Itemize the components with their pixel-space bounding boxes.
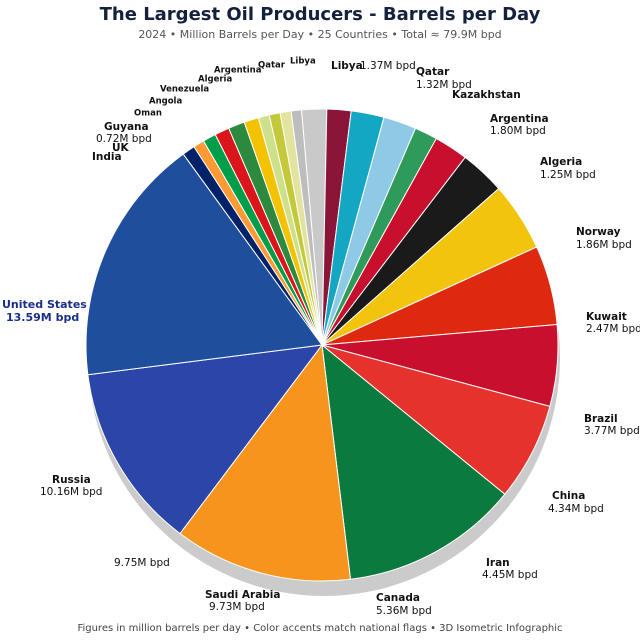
slice-label: Russia: [52, 474, 91, 486]
slice-label: United States: [2, 298, 87, 311]
slice-label: Algeria: [198, 75, 232, 85]
slice-label: China: [552, 490, 585, 502]
slice-label: Saudi Arabia: [205, 589, 280, 601]
slice-label: Algeria: [540, 156, 582, 168]
slice-label: Qatar: [258, 61, 286, 71]
slice-label: Oman: [134, 109, 162, 119]
pie-slice: [85, 153, 323, 376]
slice-label: Qatar: [416, 66, 450, 78]
value-label: 13.59M bpd: [6, 311, 79, 324]
slice-label: Venezuela: [160, 85, 209, 95]
value-label: 1.80M bpd: [490, 125, 546, 137]
value-label: 3.77M bpd: [584, 425, 640, 437]
slice-label: India: [92, 151, 122, 163]
value-label: 10.16M bpd: [40, 486, 102, 498]
chart-subtitle: 2024 • Million Barrels per Day • 25 Coun…: [138, 28, 501, 41]
slice-label: Guyana: [104, 121, 149, 133]
chart-title: The Largest Oil Producers - Barrels per …: [100, 4, 541, 25]
value-label: 9.75M bpd: [114, 557, 170, 569]
value-label: 4.45M bpd: [482, 569, 538, 581]
value-label: 1.37M bpd: [360, 60, 416, 72]
slice-label: Argentina: [214, 66, 262, 76]
slice-label: Brazil: [584, 413, 618, 425]
slice-label: Kazakhstan: [452, 89, 521, 101]
value-label: 4.34M bpd: [548, 503, 604, 515]
slice-label: Argentina: [490, 113, 549, 125]
slice-label: Angola: [149, 97, 182, 107]
slice-label: Libya: [331, 60, 363, 72]
slice-label: Canada: [376, 592, 420, 604]
pie-slice: [179, 343, 352, 582]
pie-slice: [87, 344, 324, 535]
pie-slice: [321, 343, 506, 580]
slice-label: Iran: [486, 557, 510, 569]
pie-slice: [290, 109, 323, 346]
slices: [85, 108, 559, 582]
value-label: 0.72M bpd: [96, 133, 152, 145]
value-label: 9.73M bpd: [209, 601, 265, 613]
slice-label: Kuwait: [586, 311, 627, 323]
slice-label: UK: [112, 142, 130, 154]
chart-footer: Figures in million barrels per day • Col…: [77, 623, 562, 634]
slice-label: Norway: [576, 226, 621, 238]
value-label: 1.86M bpd: [576, 239, 632, 251]
value-label: 2.47M bpd: [586, 323, 640, 335]
value-label: 1.32M bpd: [416, 79, 472, 91]
value-label: 1.25M bpd: [540, 169, 596, 181]
value-label: 5.36M bpd: [376, 605, 432, 617]
slice-label: Libya: [290, 57, 316, 67]
